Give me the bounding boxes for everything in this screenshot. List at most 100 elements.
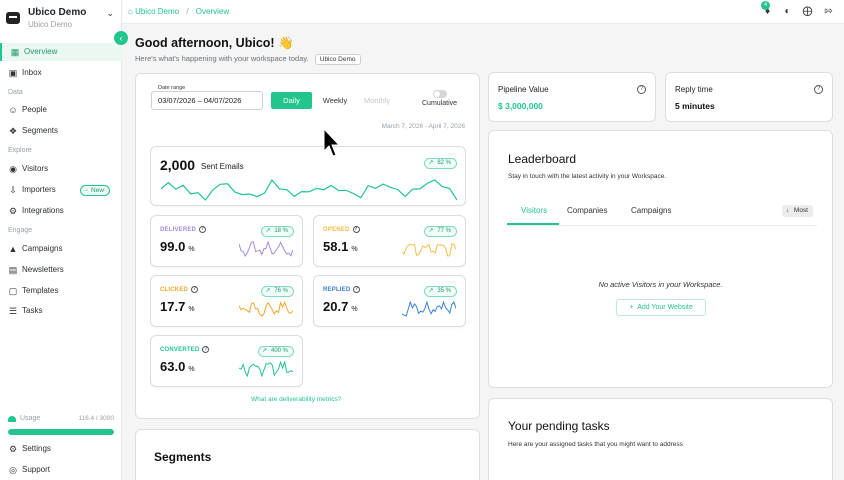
sidebar-item-campaigns[interactable]: ▲ Campaigns [0,240,122,258]
replied-value: 20.7% [323,299,358,314]
workspace-chip: Ubico Demo [314,54,361,65]
sidebar-item-segments[interactable]: ❖ Segments [0,122,122,140]
interval-weekly-button[interactable]: Weekly [322,96,348,105]
workspace-logo-icon [6,12,20,24]
date-range-input[interactable]: 03/07/2026 – 04/07/2026 [151,91,263,110]
info-icon[interactable]: ? [814,85,823,94]
tasks-subtitle: Here are your assigned tasks that you mi… [508,441,683,448]
new-badge: New [80,185,111,196]
converted-unit: % [188,366,195,373]
mouse-cursor-icon [323,128,341,157]
sidebar-item-label: Newsletters [22,265,64,274]
delivered-value-text: 99.0 [160,239,186,254]
sidebar-item-overview[interactable]: ▦ Overview [0,43,122,61]
pending-tasks-card: Your pending tasks Here are your assigne… [488,398,833,480]
chevron-down-icon[interactable]: ⌄ [106,8,114,18]
workspace-switcher[interactable]: Ubico Demo Ubico Demo ⌄ [6,6,116,32]
converted-value-text: 63.0 [160,359,186,374]
sidebar-item-templates[interactable]: ▢ Templates [0,282,122,300]
breadcrumb-home[interactable]: Ubico Demo [135,7,180,16]
sidebar-item-importers[interactable]: ⇩ Importers New [0,181,122,199]
sent-emails-label: Sent Emails [201,162,244,171]
delivered-label-text: DELIVERED [160,227,197,234]
usage-label: Usage [20,415,41,422]
info-icon[interactable]: ? [199,226,207,233]
usage-bar [8,429,114,435]
info-icon[interactable]: ? [352,226,360,233]
deliverability-link[interactable]: What are deliverability metrics? [251,396,342,403]
sidebar-item-people[interactable]: ☺ People [0,101,122,119]
page-subtitle: Here's what's happening with your worksp… [135,54,361,65]
opened-label-text: OPENED [323,227,350,234]
sidebar-item-support[interactable]: ◎ Support [0,461,122,479]
grid-icon: ▦ [10,47,20,57]
sort-most-button[interactable]: Most [781,205,813,217]
delivered-label: DELIVERED? [160,226,207,234]
cumulative-toggle[interactable] [433,90,447,98]
pipeline-card: Pipeline Value $ 3,000,000 ? [488,72,656,122]
delivered-unit: % [188,246,195,253]
add-website-label: Add Your Website [637,304,693,311]
info-icon[interactable]: ? [191,286,199,293]
inbox-icon: ▣ [8,68,18,78]
plus-icon: + [629,304,638,311]
sidebar-item-label: Settings [22,444,51,453]
replied-label: REPLIED? [323,286,361,294]
sidebar-item-label: Importers [22,185,56,194]
help-icon[interactable]: ⨁ [802,6,813,17]
clicked-unit: % [188,306,195,313]
section-label-engage: Engage [8,227,33,234]
info-icon[interactable]: ? [637,85,646,94]
logout-icon[interactable]: ⇰ [824,6,833,17]
sidebar-item-label: Visitors [22,164,49,173]
date-range-label: Date range [158,85,186,91]
interval-daily-button[interactable]: Daily [271,92,312,109]
converted-change-pill: 400 % [257,346,294,357]
info-icon[interactable]: ? [202,346,210,353]
sidebar-item-newsletters[interactable]: ▤ Newsletters [0,261,122,279]
info-icon[interactable]: ? [353,286,361,293]
sidebar-item-label: Segments [22,126,59,135]
section-label-explore: Explore [8,147,32,154]
tab-campaigns[interactable]: Campaigns [631,206,672,215]
opened-unit: % [351,246,358,253]
sidebar-item-settings[interactable]: ⚙ Settings [0,440,122,458]
converted-value: 63.0% [160,359,195,374]
converted-card: CONVERTED? 400 % 63.0% [150,335,303,387]
reply-time-label: Reply time [675,85,713,94]
checklist-icon: ☰ [8,306,18,316]
add-website-button[interactable]: + Add Your Website [616,299,706,316]
active-tab-indicator [507,223,559,225]
collapse-sidebar-button[interactable]: ‹ [114,31,128,45]
notification-count: 4 [761,1,770,10]
tab-visitors[interactable]: Visitors [521,206,548,215]
opened-label: OPENED? [323,226,360,233]
sidebar-item-tasks[interactable]: ☰ Tasks [0,302,122,320]
tab-companies[interactable]: Companies [567,206,608,215]
interval-monthly-button[interactable]: Monthly [363,96,391,105]
tab-divider [507,225,817,226]
people-icon: ☺ [8,105,18,115]
plug-icon: ⚙ [8,206,18,216]
empty-state-message: No active Visitors in your Workspace. [598,280,723,289]
segments-card: Segments [135,429,480,480]
clicked-value-text: 17.7 [160,299,186,314]
theme-toggle-icon[interactable]: ◐ [784,6,791,17]
converted-label-text: CONVERTED [160,347,200,354]
replied-card: REPLIED? 35 % 20.7% [313,275,466,327]
newsletter-icon: ▤ [8,265,18,275]
converted-sparkline [239,361,293,377]
sidebar-item-integrations[interactable]: ⚙ Integrations [0,202,122,220]
leaderboard-subtitle: Stay in touch with the latest activity i… [508,173,667,180]
sidebar-item-inbox[interactable]: ▣ Inbox [0,64,122,82]
home-icon: ⌂ [128,7,133,16]
sidebar-item-visitors[interactable]: ◉ Visitors [0,160,122,178]
bell-icon[interactable]: ♦ 4 [761,1,773,17]
gauge-icon [8,416,16,422]
clicked-sparkline [239,301,293,317]
sidebar-item-label: Overview [24,47,58,56]
tasks-title: Your pending tasks [508,419,610,433]
replied-label-text: REPLIED [323,287,351,294]
replied-unit: % [351,306,358,313]
topbar: ⌂ Ubico Demo / Overview ♦ 4 ◐ ⨁ ⇰ [122,0,844,24]
